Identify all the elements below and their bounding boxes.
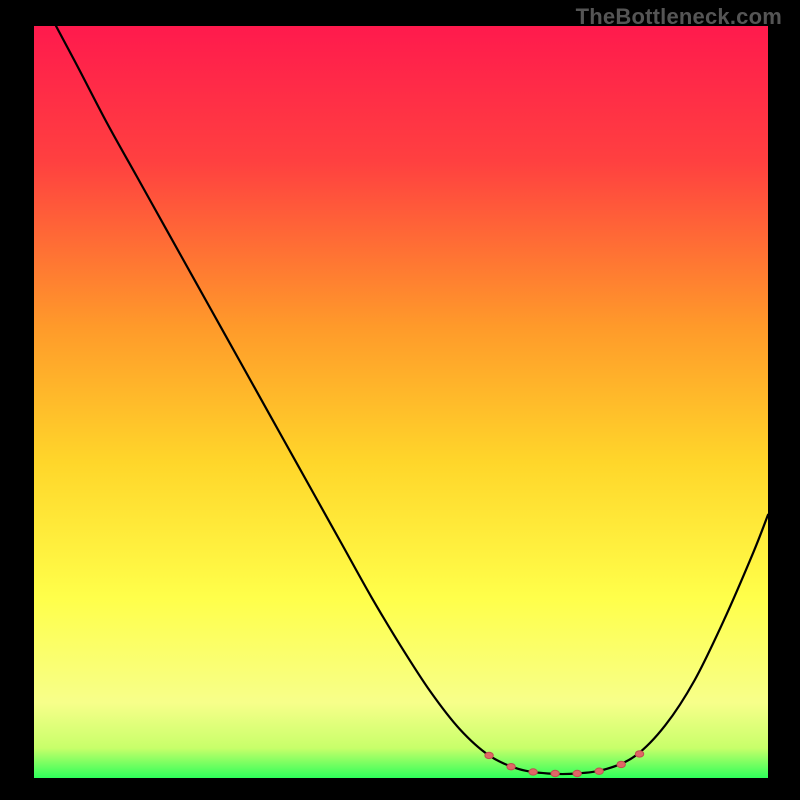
watermark-label: TheBottleneck.com <box>576 4 782 30</box>
optimal-range-marker <box>529 769 537 775</box>
bottleneck-curve-chart <box>34 26 768 778</box>
plot-area <box>34 26 768 778</box>
optimal-range-marker <box>617 761 625 767</box>
chart-frame: TheBottleneck.com <box>0 0 800 800</box>
optimal-range-marker <box>485 752 493 758</box>
optimal-range-marker <box>573 770 581 776</box>
optimal-range-marker <box>635 751 643 757</box>
optimal-range-marker <box>551 770 559 776</box>
optimal-range-marker <box>507 764 515 770</box>
gradient-background <box>34 26 768 778</box>
optimal-range-marker <box>595 768 603 774</box>
